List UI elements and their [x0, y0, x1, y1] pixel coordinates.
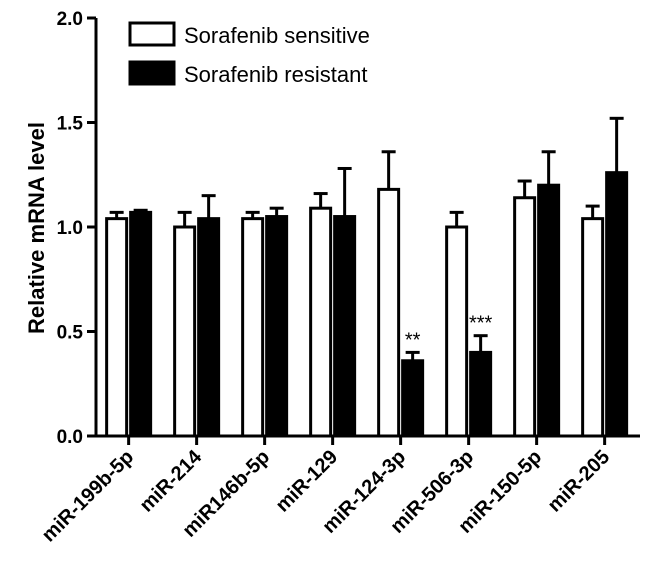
y-tick-label: 1.5 — [57, 114, 84, 135]
bar-resistant — [537, 183, 561, 438]
bar-resistant — [605, 171, 629, 438]
y-tick-label: 0.0 — [57, 427, 83, 448]
legend-label-resistant: Sorafenib resistant — [184, 62, 367, 87]
bar-sensitive — [309, 206, 333, 438]
y-tick-label: 2.0 — [57, 9, 83, 30]
bar-resistant — [265, 215, 289, 438]
bar-sensitive — [581, 217, 605, 438]
x-tick-label: miR-205 — [544, 446, 615, 517]
significance-annotation: *** — [469, 313, 493, 335]
bar-resistant — [401, 359, 425, 438]
bar-resistant — [469, 350, 493, 438]
bar-sensitive — [105, 217, 129, 438]
bar-sensitive — [377, 187, 401, 438]
y-ticks: 0.0 0.5 1.0 1.5 2.0 — [57, 9, 96, 448]
bar-sensitive — [513, 196, 537, 438]
bar-resistant — [333, 215, 357, 438]
bar-sensitive — [445, 225, 469, 438]
bar-resistant — [129, 210, 153, 438]
bar-sensitive — [173, 225, 197, 438]
x-tick-label: miR-199b-5p — [38, 446, 138, 546]
x-tick-label: miR-214 — [136, 445, 207, 516]
bar-sensitive — [241, 217, 265, 438]
y-tick-label: 1.0 — [57, 218, 83, 239]
legend-swatch-sensitive — [128, 21, 176, 47]
bar-resistant — [197, 217, 221, 438]
x-tick-label: miR-129 — [272, 446, 343, 517]
y-tick-label: 0.5 — [57, 323, 84, 344]
legend: Sorafenib sensitive Sorafenib resistant — [128, 21, 370, 87]
legend-swatch-resistant — [128, 60, 176, 86]
y-axis-label: Relative mRNA level — [24, 122, 49, 334]
x-tick-labels: miR-199b-5pmiR-214miR146b-5pmiR-129miR-1… — [38, 436, 614, 546]
bars: ***** — [105, 116, 629, 438]
significance-annotation: ** — [405, 329, 421, 351]
legend-label-sensitive: Sorafenib sensitive — [184, 23, 370, 48]
